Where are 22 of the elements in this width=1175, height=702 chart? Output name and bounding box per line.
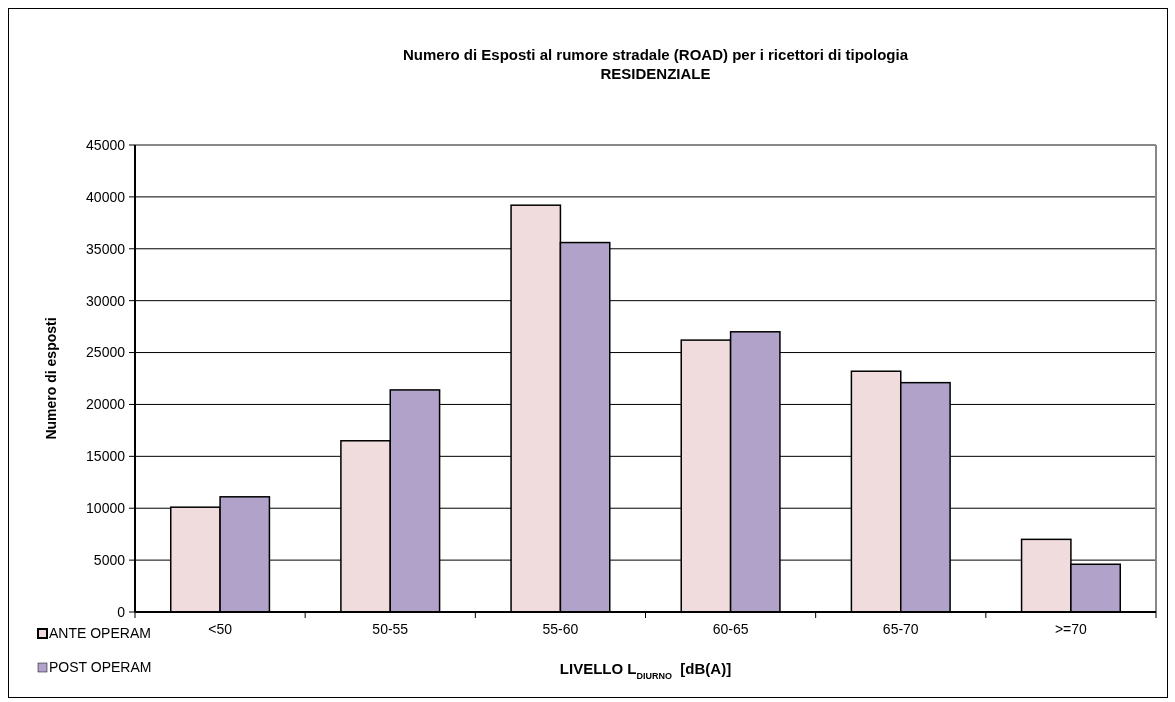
y-tick-label: 35000 [86,240,126,257]
y-axis-title: Numero di esposti [43,317,59,440]
chart-title: Numero di Esposti al rumore stradale (ROAD) per i ricettori di tipologia [402,46,909,63]
x-tick-label: 50-55 [372,621,409,637]
x-axis-title: LIVELLO L$_{DIURNO}$ [dB(A)] [559,660,732,681]
y-tick-label: 5000 [93,552,126,569]
x-tick-label: 55-60 [542,621,579,637]
y-tick-label: 30000 [86,292,126,309]
y-tick-label: 40000 [86,188,126,205]
chart-subtitle: RESIDENZIALE [600,65,711,82]
y-tick-label: 0 [117,603,126,620]
y-tick-label: 25000 [86,344,126,361]
legend-label: POST OPERAM [49,659,152,675]
y-tick-label: 10000 [86,500,126,517]
x-tick-label: <50 [208,621,233,637]
x-tick-label: >=70 [1054,621,1088,637]
y-tick-label: 20000 [86,396,126,413]
legend-label: ANTE OPERAM [49,625,151,641]
x-tick-label: 60-65 [712,621,749,637]
x-tick-label: 65-70 [882,621,919,637]
y-tick-label: 15000 [86,448,126,465]
y-tick-label: 45000 [86,136,126,153]
